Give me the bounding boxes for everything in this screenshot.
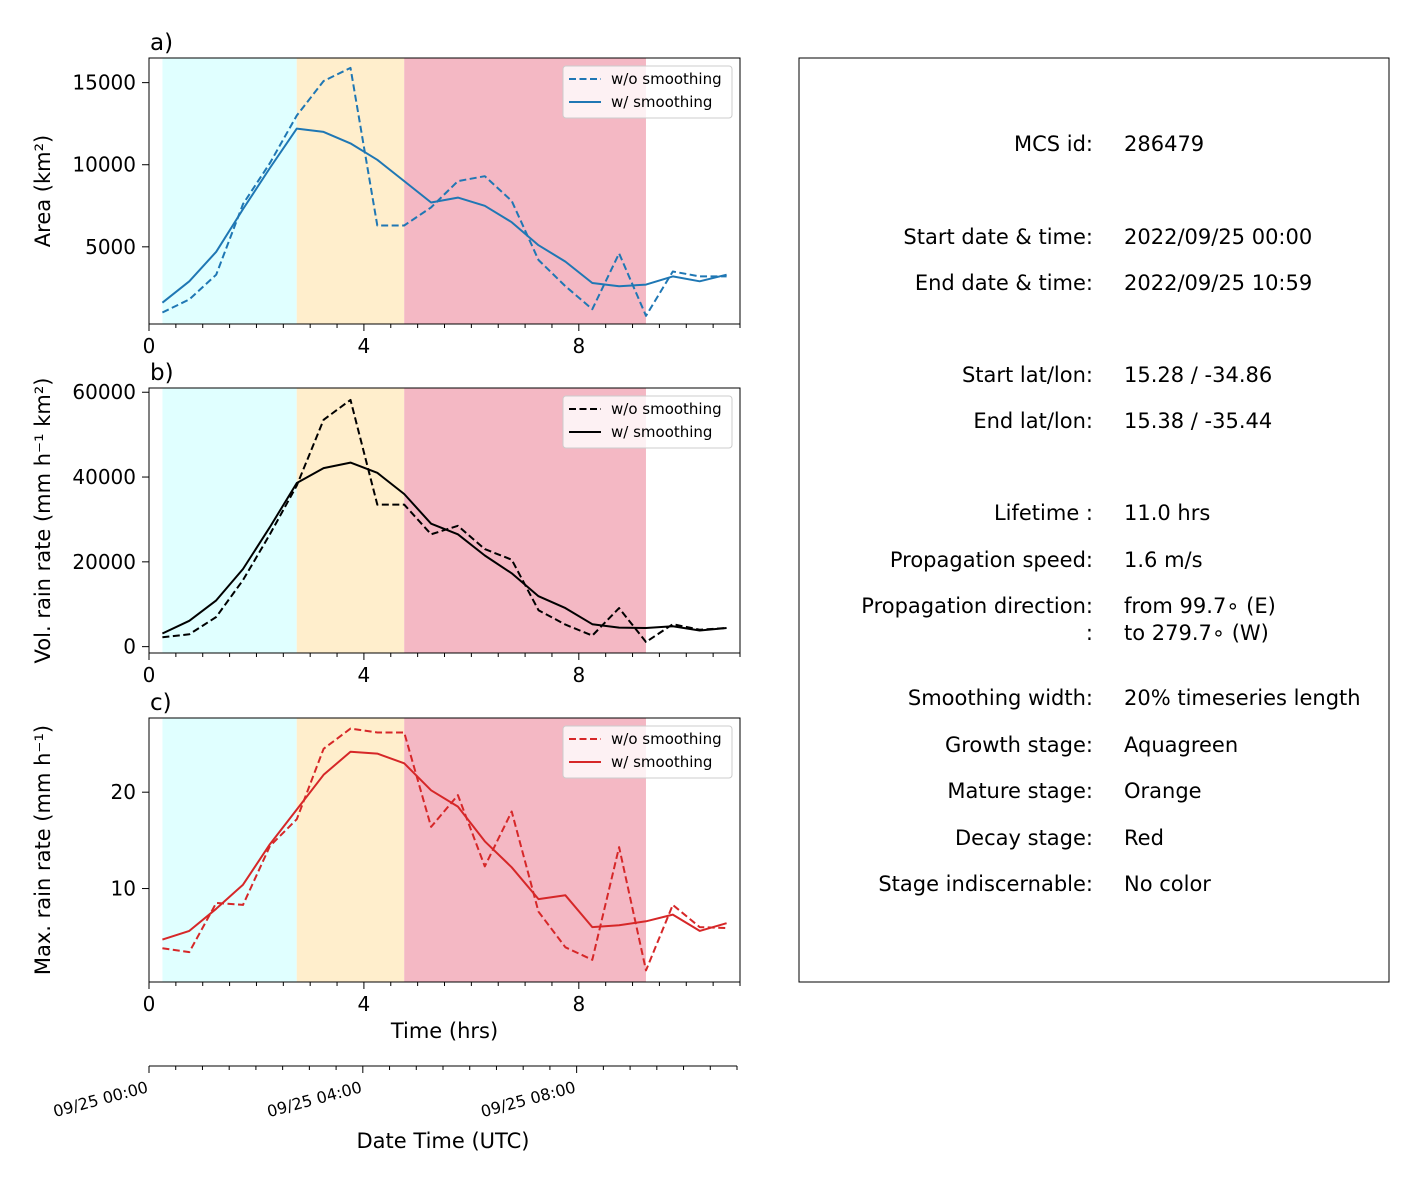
info-row-value: 11.0 hrs <box>1124 501 1210 525</box>
x-tick-label: 8 <box>572 663 585 687</box>
info-row-label: Decay stage: <box>955 826 1093 850</box>
stage-band <box>296 718 405 982</box>
info-row-value: Red <box>1124 826 1164 850</box>
info-row-value: 2022/09/25 10:59 <box>1124 271 1312 295</box>
x-tick-label: 8 <box>572 334 585 358</box>
y-tick-label: 10000 <box>72 153 136 177</box>
legend-box <box>562 395 733 449</box>
y-tick-label: 10 <box>111 877 136 901</box>
series-line-with-smoothing <box>161 461 727 635</box>
x-tick-label: 4 <box>358 992 371 1016</box>
y-tick-label: 5000 <box>85 235 136 259</box>
info-row-value: 1.6 m/s <box>1124 548 1203 572</box>
info-row-label: : <box>1086 621 1093 645</box>
panel-label: b) <box>150 360 174 386</box>
info-row-value: 15.28 / -34.86 <box>1124 363 1272 387</box>
info-row-label: Start date & time: <box>903 225 1093 249</box>
info-row-label: Propagation speed: <box>890 548 1093 572</box>
info-row-label: Stage indiscernable: <box>878 872 1093 896</box>
info-row-label: Start lat/lon: <box>962 363 1093 387</box>
x-tick-label: 0 <box>143 663 156 687</box>
stage-band <box>162 718 297 982</box>
stage-band <box>296 58 405 324</box>
y-tick-label: 20 <box>111 780 136 804</box>
legend-entry: w/o smoothing <box>611 730 722 748</box>
info-row-value: Orange <box>1124 779 1202 803</box>
y-axis-title: Max. rain rate (mm h⁻¹) <box>31 725 55 975</box>
series-line-without-smoothing <box>162 727 727 972</box>
x-tick-label: 4 <box>358 334 371 358</box>
info-row-value: from 99.7∘ (E) <box>1124 594 1276 618</box>
date-axis-title: Date Time (UTC) <box>357 1129 530 1153</box>
info-row-label: Mature stage: <box>947 779 1093 803</box>
info-row-value: No color <box>1124 872 1211 896</box>
legend-entry: w/ smoothing <box>611 423 712 441</box>
legend-entry: w/ smoothing <box>611 753 712 771</box>
stage-band <box>296 388 405 653</box>
y-tick-label: 60000 <box>72 380 136 404</box>
legend-box <box>562 65 733 119</box>
info-row-value: 286479 <box>1124 132 1204 156</box>
info-row-value: 15.38 / -35.44 <box>1124 409 1272 433</box>
info-row-label: Smoothing width: <box>908 686 1093 710</box>
info-row-value: 20% timeseries length <box>1124 686 1361 710</box>
panel-label: c) <box>150 690 172 716</box>
x-tick-label: 0 <box>143 334 156 358</box>
legend-entry: w/ smoothing <box>611 93 712 111</box>
x-tick-label: 0 <box>143 992 156 1016</box>
x-tick-label: 8 <box>572 992 585 1016</box>
x-axis-title: Time (hrs) <box>390 1019 498 1043</box>
info-row-label: Lifetime : <box>994 501 1093 525</box>
series-line-with-smoothing <box>162 750 727 941</box>
y-tick-label: 40000 <box>72 465 136 489</box>
info-panel: MCS id: 286479 Start date & time: 2022/09/2… <box>798 57 1390 983</box>
y-tick-label: 20000 <box>72 550 136 574</box>
y-axis-title: Area (km²) <box>31 135 55 247</box>
y-tick-label: 15000 <box>72 71 136 95</box>
info-row-label: MCS id: <box>1014 132 1093 156</box>
legend-entry: w/o smoothing <box>611 70 722 88</box>
chart-panel-3: 0 4 8 10 20 c) Max. rain rate (mm h⁻¹) Time (hr… <box>31 690 741 1043</box>
series-line-with-smoothing <box>161 127 727 304</box>
y-tick-label: 0 <box>123 635 136 659</box>
y-axis-title: Vol. rain rate (mm h⁻¹ km²) <box>31 378 55 664</box>
chart-panel-2: 0 4 8 0 20000 40000 60000 b) Vol. rain rate (mm … <box>31 360 741 687</box>
info-row-value: Aquagreen <box>1124 733 1238 757</box>
legend-entry: w/o smoothing <box>611 400 722 418</box>
info-row-label: Propagation direction: <box>861 594 1093 618</box>
info-row-label: Growth stage: <box>945 733 1093 757</box>
x-tick-label: 4 <box>358 663 371 687</box>
info-row-value: to 279.7∘ (W) <box>1124 621 1269 645</box>
chart-panel-1: 0 4 8 5000 10000 15000 a) Area (km²) w/o smoothi… <box>31 30 741 358</box>
info-row-value: 2022/09/25 00:00 <box>1124 225 1312 249</box>
stage-band <box>162 58 297 324</box>
legend-box <box>562 725 733 779</box>
panel-label: a) <box>150 30 173 56</box>
info-row-label: End lat/lon: <box>973 409 1093 433</box>
info-panel-frame <box>798 57 1390 983</box>
info-row-label: End date & time: <box>915 271 1093 295</box>
